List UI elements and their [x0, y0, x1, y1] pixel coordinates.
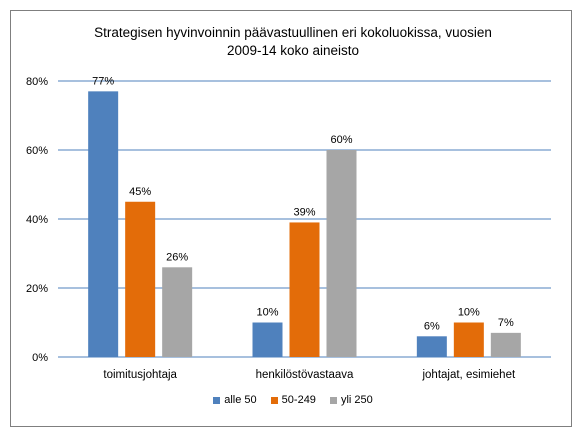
bar-henkilöstövastaava-50-249	[289, 222, 320, 357]
legend-label-alle-50: alle 50	[224, 394, 257, 406]
legend-item-yli-250: yli 250	[329, 394, 373, 406]
x-tick-label-henkilöstövastaava: henkilöstövastaava	[256, 369, 354, 381]
bar-toimitusjohtaja-yli-250	[162, 267, 193, 357]
x-tick-label-johtajat-esimiehet: johtajat, esimiehet	[421, 369, 515, 381]
data-label-henkilöstövastaava-50-249: 39%	[293, 206, 315, 218]
legend: alle 50 50-249 yli 250	[0, 394, 586, 406]
x-tick-label-toimitusjohtaja: toimitusjohtaja	[103, 369, 177, 381]
x-axis-ticks: toimitusjohtaja henkilöstövastaava johtaja…	[103, 369, 516, 381]
data-label-johtajat-esimiehet-yli-250: 7%	[498, 317, 514, 329]
y-tick-label: 80%	[26, 76, 48, 88]
y-tick-label: 60%	[26, 145, 48, 157]
bar-johtajat-esimiehet-50-249	[453, 322, 484, 357]
data-label-johtajat-esimiehet-50-249: 10%	[458, 307, 480, 319]
y-tick-label: 20%	[26, 283, 48, 295]
bar-johtajat-esimiehet-alle-50	[416, 336, 447, 357]
bars	[88, 91, 521, 357]
y-axis-ticks: 0% 20% 40% 60% 80%	[26, 76, 48, 364]
legend-item-50-249: 50-249	[270, 394, 316, 406]
legend-swatch-alle-50	[213, 396, 221, 404]
bar-henkilöstövastaava-alle-50	[252, 322, 283, 357]
data-label-johtajat-esimiehet-alle-50: 6%	[424, 320, 440, 332]
legend-label-yli-250: yli 250	[340, 394, 373, 406]
bar-toimitusjohtaja-50-249	[125, 201, 156, 357]
chart-title-line-1: Strategisen hyvinvoinnin päävastuullinen…	[94, 25, 492, 40]
data-label-toimitusjohtaja-alle-50: 77%	[92, 75, 114, 87]
legend-swatch-50-249	[270, 396, 278, 404]
data-label-toimitusjohtaja-50-249: 45%	[129, 186, 151, 198]
bar-toimitusjohtaja-alle-50	[88, 91, 119, 357]
data-labels: 77% 45% 26% 10% 39% 60% 6% 10% 7%	[92, 75, 514, 332]
bar-johtajat-esimiehet-yli-250	[490, 332, 521, 357]
legend-swatch-yli-250	[329, 396, 337, 404]
legend-item-alle-50: alle 50	[213, 394, 257, 406]
data-label-toimitusjohtaja-yli-250: 26%	[166, 251, 188, 263]
data-label-henkilöstövastaava-alle-50: 10%	[256, 307, 278, 319]
chart-title-line-2: 2009-14 koko aineisto	[226, 43, 360, 58]
y-tick-label: 0%	[32, 352, 48, 364]
data-label-henkilöstövastaava-yli-250: 60%	[330, 134, 352, 146]
bar-henkilöstövastaava-yli-250	[326, 150, 357, 357]
y-tick-label: 40%	[26, 214, 48, 226]
legend-label-50-249: 50-249	[281, 394, 316, 406]
chart-title: Strategisen hyvinvoinnin päävastuullinen…	[0, 24, 586, 60]
